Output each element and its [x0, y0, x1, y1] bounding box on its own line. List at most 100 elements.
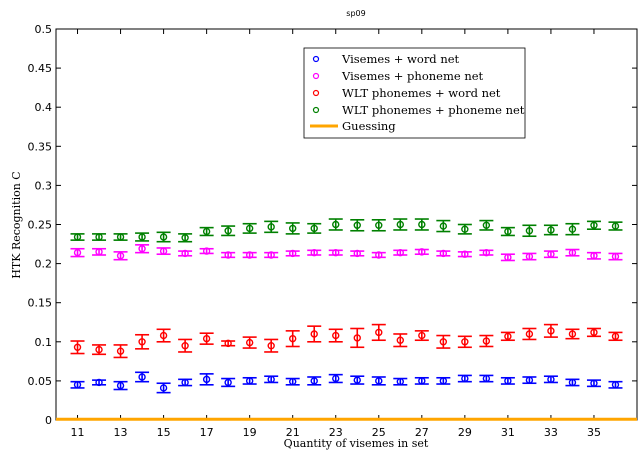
legend-entry: WLT phonemes + phoneme net: [342, 103, 525, 117]
data-point: [181, 249, 189, 258]
x-tick-label: 35: [587, 426, 601, 439]
data-point: [611, 381, 620, 389]
x-tick-label: 33: [544, 426, 558, 439]
data-point: [73, 343, 82, 351]
legend-entry: Visemes + word net: [341, 52, 460, 66]
data-point: [353, 221, 361, 229]
data-point: [396, 336, 404, 344]
data-point: [73, 381, 82, 389]
data-point: [525, 227, 534, 235]
data-point: [224, 227, 232, 235]
data-point: [245, 338, 254, 347]
data-point: [224, 251, 232, 259]
data-point: [525, 252, 534, 261]
y-tick-label: 0.5: [35, 23, 53, 36]
data-point: [245, 224, 254, 233]
x-tick-label: 19: [243, 426, 257, 439]
data-point: [332, 220, 340, 229]
data-point: [202, 334, 211, 343]
series-0: [70, 371, 623, 394]
data-point: [224, 339, 232, 348]
series-layer: [70, 218, 623, 394]
data-point: [310, 224, 318, 233]
data-point: [267, 342, 275, 350]
data-point: [547, 375, 555, 384]
legend-marker: [312, 55, 320, 63]
data-point: [95, 345, 103, 354]
y-tick-label: 0.25: [28, 219, 53, 232]
data-point: [482, 374, 491, 383]
data-point: [439, 249, 448, 258]
data-point: [525, 376, 534, 384]
data-point: [181, 342, 189, 350]
data-point: [482, 248, 491, 257]
data-point: [116, 233, 125, 241]
data-point: [181, 378, 189, 387]
data-point: [116, 252, 125, 260]
ticks: 0 0.05 0.1 0.15 0.2 0.25 0.3 0.35 0.4 0.45 0.5 11 13…: [28, 23, 637, 439]
data-point: [116, 381, 125, 390]
data-point: [504, 253, 512, 262]
x-tick-label: 29: [458, 426, 472, 439]
data-point: [138, 338, 146, 346]
chart-title: sp09: [346, 9, 365, 18]
data-point: [138, 233, 146, 241]
data-point: [547, 327, 555, 335]
data-point: [375, 328, 383, 337]
data-point: [418, 377, 426, 385]
plot-area: 0 0.05 0.1 0.15 0.2 0.25 0.3 0.35 0.4 0.45 0.5 11 13…: [28, 23, 638, 439]
data-point: [289, 377, 297, 386]
data-point: [611, 332, 620, 341]
data-point: [482, 221, 491, 229]
data-point: [375, 221, 383, 229]
y-axis-label: HTK Recognition C: [10, 171, 23, 278]
x-tick-label: 23: [329, 426, 343, 439]
data-point: [310, 330, 318, 338]
data-point: [159, 384, 168, 392]
data-point: [353, 334, 361, 342]
legend-marker: [312, 106, 320, 114]
data-point: [332, 248, 340, 257]
data-point: [418, 331, 426, 340]
data-point: [396, 220, 404, 229]
data-point: [310, 377, 318, 385]
legend-marker: [312, 89, 320, 97]
data-point: [418, 248, 426, 256]
data-point: [568, 378, 577, 387]
data-point: [202, 375, 211, 384]
series-2: [70, 323, 623, 359]
data-point: [418, 220, 426, 229]
data-point: [547, 250, 555, 258]
data-point: [159, 233, 168, 241]
data-point: [159, 247, 168, 255]
data-point: [568, 248, 577, 257]
data-point: [590, 379, 598, 387]
series-1: [70, 244, 623, 262]
data-point: [461, 225, 469, 233]
data-point: [267, 251, 275, 259]
data-point: [181, 234, 189, 242]
data-point: [547, 226, 555, 234]
legend-box: [303, 47, 526, 139]
y-tick-label: 0.15: [28, 297, 53, 310]
y-tick-label: 0.45: [28, 62, 53, 75]
data-point: [289, 224, 297, 233]
y-tick-label: 0.1: [35, 336, 53, 349]
data-point: [590, 328, 598, 337]
data-point: [353, 376, 361, 384]
data-point: [568, 225, 577, 233]
data-point: [375, 377, 383, 385]
data-point: [482, 337, 491, 345]
data-point: [245, 251, 254, 259]
legend-entry: WLT phonemes + word net: [342, 86, 501, 100]
data-point: [332, 331, 340, 340]
y-tick-label: 0.35: [28, 140, 53, 153]
data-point: [159, 331, 168, 340]
data-point: [396, 377, 404, 386]
data-point: [267, 375, 275, 384]
data-point: [568, 330, 577, 338]
legend-entry: Visemes + phoneme net: [341, 69, 484, 83]
x-tick-label: 13: [114, 426, 128, 439]
data-point: [504, 332, 512, 341]
